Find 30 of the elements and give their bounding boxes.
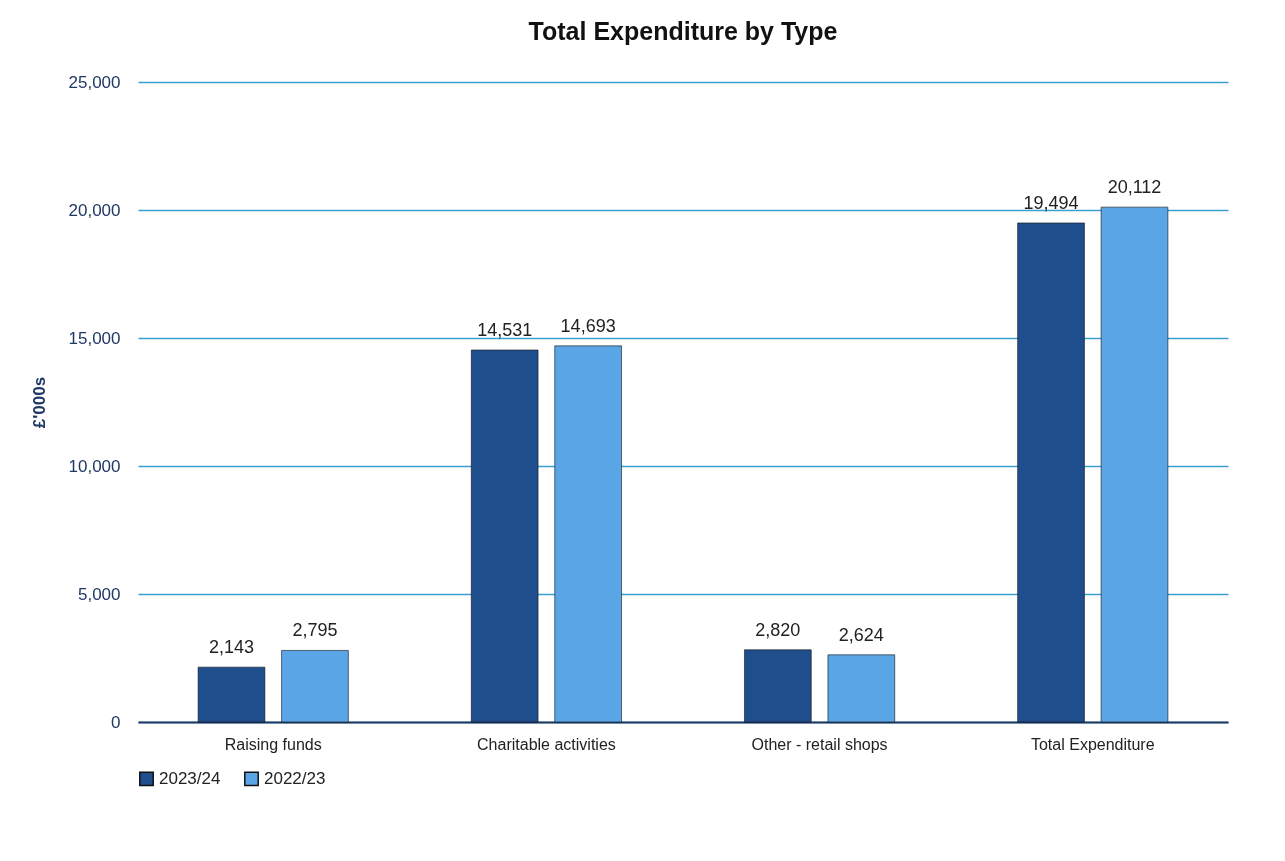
bar (1017, 222, 1085, 723)
y-axis-title: £'000s (29, 376, 49, 429)
x-tick-label: Raising funds (224, 735, 322, 753)
bar (470, 349, 539, 723)
bar (281, 650, 349, 723)
y-tick-label: 25,000 (68, 72, 121, 92)
y-tick-label: 5,000 (77, 584, 121, 604)
bar (554, 345, 622, 723)
chart-title: Total Expenditure by Type (528, 17, 838, 45)
data-label: 20,112 (1107, 177, 1162, 198)
data-label: 2,820 (755, 619, 801, 640)
bar (827, 654, 896, 723)
legend-label: 2022/23 (264, 768, 326, 788)
data-label: 2,624 (838, 624, 884, 645)
bar (197, 666, 266, 723)
bar (744, 649, 812, 723)
data-label: 2,795 (292, 620, 338, 641)
x-tick-label: Charitable activities (477, 735, 616, 753)
y-tick-label: 15,000 (68, 328, 121, 348)
bar (1100, 206, 1169, 723)
legend-label: 2023/24 (159, 768, 221, 788)
y-tick-label: 10,000 (68, 456, 121, 476)
x-tick-label: Total Expenditure (1030, 735, 1155, 753)
data-label: 19,494 (1023, 192, 1079, 213)
data-label: 14,693 (560, 315, 616, 336)
data-label: 14,531 (477, 320, 533, 341)
y-tick-label: 20,000 (68, 200, 121, 220)
y-tick-label: 0 (111, 712, 121, 732)
data-label: 2,143 (208, 637, 255, 658)
x-tick-label: Other - retail shops (751, 735, 888, 753)
